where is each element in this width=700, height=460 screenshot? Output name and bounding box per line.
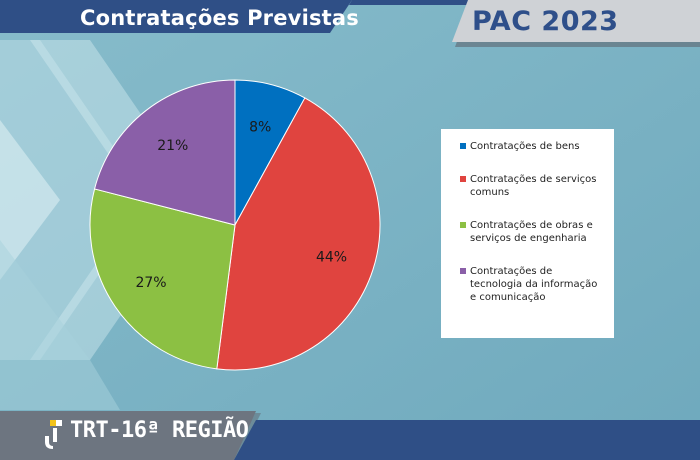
pie-slice-2 <box>216 97 381 371</box>
pie-data-label-1: 8% <box>249 120 271 136</box>
pie-data-label-4: 21% <box>157 138 188 154</box>
legend-label-4: Contratações de tecnologia da informação e… <box>470 266 598 303</box>
year-badge: PAC 2023 <box>472 6 619 37</box>
trt-logo-icon <box>45 420 62 449</box>
legend-swatch-2 <box>460 176 466 182</box>
pie-slice-4 <box>93 79 236 226</box>
chart-legend: Contratações de bens Contratações de serv… <box>441 129 614 338</box>
legend-item-3: Contratações de obras e serviços de engen… <box>460 219 614 245</box>
pie-slice-3 <box>89 188 236 370</box>
pie-data-label-3: 27% <box>135 275 166 291</box>
footer-logo-text: TRT-16ª REGIÃO <box>70 418 249 443</box>
legend-label-1: Contratações de bens <box>470 141 580 152</box>
legend-item-2: Contratações de serviços comuns <box>460 173 614 199</box>
legend-swatch-4 <box>460 268 466 274</box>
legend-label-2: Contratações de serviços comuns <box>470 174 597 198</box>
legend-label-3: Contratações de obras e serviços de engen… <box>470 220 593 244</box>
page-title: Contratações Previstas <box>80 6 359 30</box>
legend-item-4: Contratações de tecnologia da informação e… <box>460 265 614 304</box>
pie-chart: 8% 44% 27% 21% <box>89 79 381 371</box>
legend-swatch-1 <box>460 143 466 149</box>
legend-swatch-3 <box>460 222 466 228</box>
pie-data-label-2: 44% <box>316 249 347 265</box>
legend-item-1: Contratações de bens <box>460 140 614 153</box>
